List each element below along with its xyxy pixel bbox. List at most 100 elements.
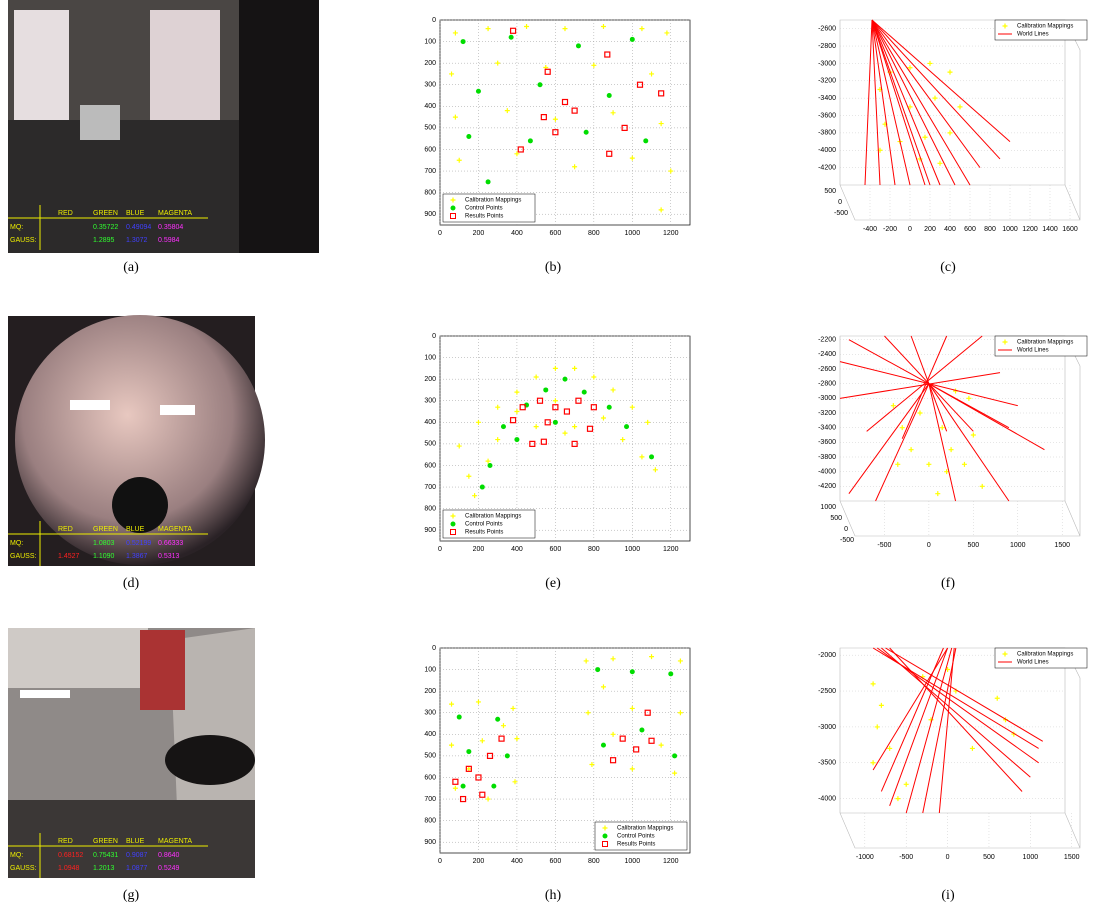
world-line (929, 384, 1045, 450)
x-tick-label: 200 (924, 226, 936, 233)
calibration-point (949, 447, 954, 452)
box-frame (840, 336, 1080, 536)
x-tick-label: -500 (877, 542, 891, 549)
y-tick-label: 200 (424, 60, 436, 67)
caption: (d) (123, 576, 140, 591)
overlay-value: 1.4527 (58, 553, 80, 560)
caption: (e) (545, 576, 561, 591)
y-tick-label: -2600 (818, 366, 836, 373)
world-line (873, 648, 947, 770)
calibration-point (875, 724, 880, 729)
x-tick-label: 1200 (663, 546, 679, 553)
x-tick-label: 0 (946, 854, 950, 861)
control-point (630, 37, 635, 42)
x-tick-label: 500 (967, 542, 979, 549)
y-tick-label: 100 (424, 666, 436, 673)
control-point (466, 134, 471, 139)
x-tick-label: 1000 (625, 858, 641, 865)
world-line (872, 20, 940, 185)
control-point (582, 390, 587, 395)
x-tick-label: 1000 (625, 546, 641, 553)
control-point (584, 130, 589, 135)
y-tick-label: -4000 (818, 469, 836, 476)
x-tick-label: 1500 (1054, 542, 1070, 549)
z-tick-label: 500 (824, 188, 836, 195)
world-line (872, 20, 1000, 159)
calibration-point (918, 411, 923, 416)
y-tick-label: -3800 (818, 454, 836, 461)
y-tick-label: -3000 (818, 724, 836, 731)
world-line (872, 20, 910, 185)
x-tick-label: -1000 (856, 854, 874, 861)
y-tick-label: 300 (424, 82, 436, 89)
overlay-row-label: MQ: (10, 852, 23, 859)
calibration-point (900, 425, 905, 430)
y-tick-label: -2500 (818, 688, 836, 695)
y-tick-label: 200 (424, 376, 436, 383)
x-tick-label: 600 (550, 230, 562, 237)
world-line (865, 20, 872, 185)
world-line (939, 648, 954, 813)
overlay-value: 0.68152 (58, 852, 83, 859)
overlay-value: 0.5313 (158, 553, 180, 560)
x-tick-label: 0 (908, 226, 912, 233)
y-tick-label: -3600 (818, 112, 836, 119)
y-tick-label: 0 (432, 645, 436, 652)
control-point (461, 784, 466, 789)
control-point (672, 753, 677, 758)
y-tick-label: 700 (424, 484, 436, 491)
y-tick-label: -2600 (818, 26, 836, 33)
control-point (538, 82, 543, 87)
overlay-value: 0.75431 (93, 852, 118, 859)
box-frame (840, 648, 1080, 848)
x-tick-label: 0 (438, 546, 442, 553)
x-tick-label: 1000 (625, 230, 641, 237)
z-tick-label: -500 (834, 210, 848, 217)
overlay-header: MAGENTA (158, 526, 192, 533)
caption: (b) (545, 260, 562, 275)
calibration-point (887, 746, 892, 751)
x-tick-label: 800 (588, 230, 600, 237)
calibration-point (995, 696, 1000, 701)
legend-label: Calibration Mappings (617, 826, 673, 832)
calibration-point (938, 161, 943, 166)
y-tick-label: 700 (424, 168, 436, 175)
overlay-header: BLUE (126, 838, 145, 845)
calibration-point (948, 70, 953, 75)
control-point (488, 463, 493, 468)
legend-label: Results Points (465, 530, 503, 536)
figure: REDGREENBLUEMAGENTAMQ:0.357220.490940.35… (0, 0, 1099, 916)
x-tick-label: -400 (863, 226, 877, 233)
x-tick-label: 0 (438, 230, 442, 237)
calibration-point (933, 96, 938, 101)
y-tick-label: 600 (424, 774, 436, 781)
y-tick-label: -3200 (818, 410, 836, 417)
world-line (849, 384, 929, 494)
y-tick-label: -4000 (818, 795, 836, 802)
overlay-value: 0.9087 (126, 852, 148, 859)
control-point (501, 424, 506, 429)
caption: (g) (123, 888, 140, 903)
y-tick-label: -2000 (818, 652, 836, 659)
overlay-header: BLUE (126, 526, 145, 533)
y-tick-label: 600 (424, 146, 436, 153)
overlay-header: GREEN (93, 210, 118, 217)
overlay-value: 0.35722 (93, 224, 118, 231)
calibration-point (970, 746, 975, 751)
control-point (480, 485, 485, 490)
y-tick-label: 600 (424, 462, 436, 469)
calibration-point (926, 462, 931, 467)
legend-swatch (451, 522, 456, 527)
y-tick-label: -3000 (818, 60, 836, 67)
legend-label: Results Points (617, 842, 655, 848)
y-tick-label: 700 (424, 796, 436, 803)
overlay-row-label: GAUSS: (10, 553, 37, 560)
world-line (867, 336, 983, 431)
y-tick-label: -3400 (818, 95, 836, 102)
y-tick-label: 800 (424, 505, 436, 512)
x-tick-label: 1200 (1022, 226, 1038, 233)
world-line (876, 384, 929, 501)
y-tick-label: -2800 (818, 381, 836, 388)
control-point (509, 35, 514, 40)
y-tick-label: 400 (424, 731, 436, 738)
